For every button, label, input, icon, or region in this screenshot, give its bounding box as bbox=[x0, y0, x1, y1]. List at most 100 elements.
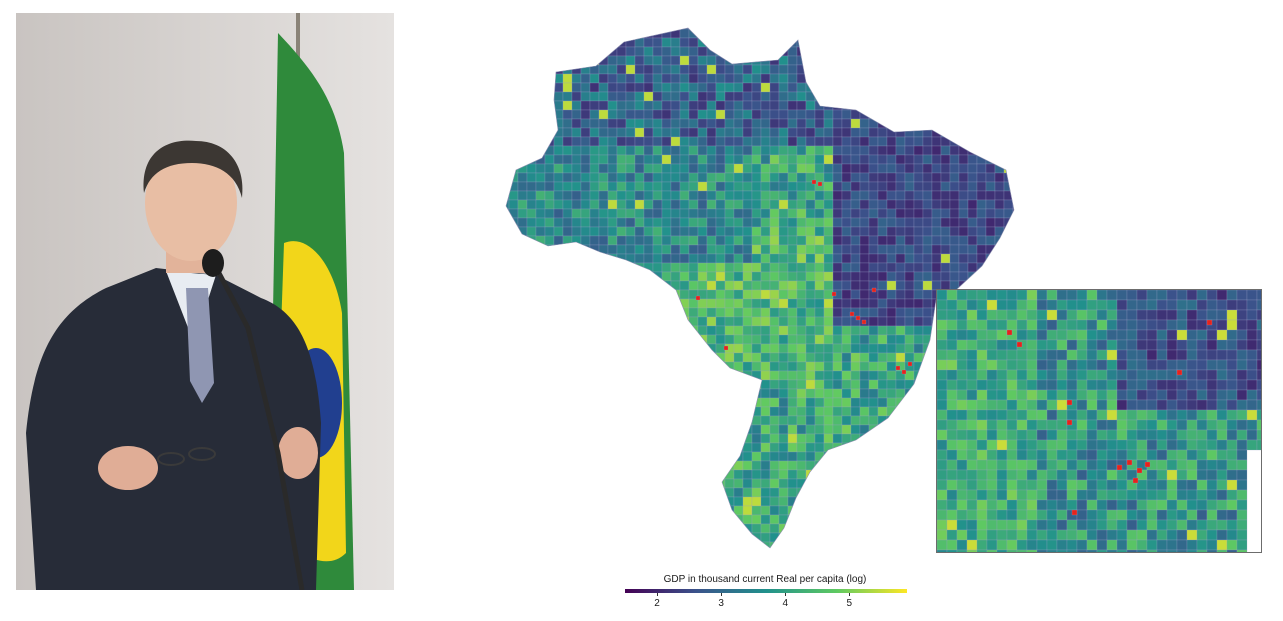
inset-municipality-cell bbox=[1066, 439, 1078, 451]
municipality-cell bbox=[796, 496, 807, 507]
municipality-cell bbox=[823, 145, 834, 156]
inset-municipality-cell bbox=[1136, 519, 1148, 531]
municipality-cell bbox=[634, 82, 645, 93]
municipality-cell bbox=[508, 136, 519, 147]
municipality-cell bbox=[742, 235, 753, 246]
municipality-cell bbox=[868, 262, 879, 273]
municipality-cell bbox=[796, 478, 807, 489]
municipality-cell bbox=[958, 253, 969, 264]
municipality-cell bbox=[724, 235, 735, 246]
municipality-cell bbox=[1003, 253, 1014, 264]
inset-municipality-cell bbox=[1056, 539, 1068, 551]
inset-municipality-cell bbox=[976, 449, 988, 461]
municipality-cell bbox=[733, 253, 744, 264]
municipality-cell bbox=[868, 28, 879, 30]
inset-municipality-cell bbox=[1106, 349, 1118, 361]
inset-municipality-cell bbox=[956, 379, 968, 391]
municipality-cell bbox=[949, 37, 960, 48]
municipality-cell bbox=[580, 271, 591, 282]
municipality-cell bbox=[724, 100, 735, 111]
inset-municipality-cell bbox=[1066, 429, 1078, 441]
municipality-cell bbox=[877, 451, 888, 462]
municipality-cell bbox=[589, 154, 600, 165]
municipality-cell bbox=[715, 172, 726, 183]
highlighted-municipality bbox=[1066, 399, 1073, 406]
municipality-cell bbox=[625, 280, 636, 291]
inset-municipality-cell bbox=[1196, 529, 1208, 541]
inset-municipality-cell bbox=[1176, 309, 1188, 321]
inset-municipality-cell bbox=[1176, 479, 1188, 491]
municipality-cell bbox=[769, 379, 780, 390]
municipality-cell bbox=[976, 235, 987, 246]
inset-municipality-cell bbox=[1086, 549, 1098, 552]
municipality-cell bbox=[832, 73, 843, 84]
municipality-cell bbox=[526, 37, 537, 48]
municipality-cell bbox=[643, 181, 654, 192]
municipality-cell bbox=[589, 28, 600, 30]
municipality-cell bbox=[589, 190, 600, 201]
municipality-cell bbox=[751, 496, 762, 507]
municipality-cell bbox=[661, 82, 672, 93]
municipality-cell bbox=[769, 271, 780, 282]
municipality-cell bbox=[506, 523, 510, 534]
municipality-cell bbox=[751, 262, 762, 273]
municipality-cell bbox=[553, 55, 564, 66]
municipality-cell bbox=[769, 262, 780, 273]
municipality-cell bbox=[913, 118, 924, 129]
inset-municipality-cell bbox=[1006, 459, 1018, 471]
municipality-cell bbox=[806, 551, 815, 560]
municipality-cell bbox=[589, 118, 600, 129]
inset-municipality-cell bbox=[1256, 389, 1261, 401]
inset-municipality-cell bbox=[1176, 429, 1188, 441]
municipality-cell bbox=[922, 181, 933, 192]
inset-municipality-cell bbox=[1206, 429, 1218, 441]
municipality-cell bbox=[877, 28, 888, 30]
inset-municipality-cell bbox=[1006, 359, 1018, 371]
inset-municipality-cell bbox=[1056, 429, 1068, 441]
inset-municipality-cell bbox=[1246, 349, 1258, 361]
municipality-cell bbox=[661, 109, 672, 120]
inset-municipality-cell bbox=[986, 449, 998, 461]
municipality-cell bbox=[679, 460, 690, 471]
inset-municipality-cell bbox=[996, 529, 1008, 541]
municipality-cell bbox=[535, 73, 546, 84]
municipality-cell bbox=[670, 370, 681, 381]
municipality-cell bbox=[553, 307, 564, 318]
municipality-cell bbox=[913, 28, 924, 30]
municipality-cell bbox=[506, 298, 510, 309]
inset-municipality-cell bbox=[1096, 290, 1108, 301]
inset-municipality-cell bbox=[1166, 379, 1178, 391]
municipality-cell bbox=[517, 82, 528, 93]
inset-municipality-cell bbox=[1176, 499, 1188, 511]
inset-municipality-cell bbox=[1156, 309, 1168, 321]
municipality-cell bbox=[949, 46, 960, 57]
municipality-cell bbox=[760, 451, 771, 462]
municipality-cell bbox=[517, 217, 528, 228]
municipality-cell bbox=[760, 28, 771, 30]
inset-municipality-cell bbox=[1036, 529, 1048, 541]
inset-municipality-cell bbox=[1076, 290, 1088, 301]
municipality-cell bbox=[778, 532, 789, 543]
inset-municipality-cell bbox=[1016, 479, 1028, 491]
inset-municipality-cell bbox=[1146, 359, 1158, 371]
inset-municipality-cell bbox=[1106, 369, 1118, 381]
municipality-cell bbox=[580, 352, 591, 363]
municipality-cell bbox=[506, 541, 510, 548]
municipality-cell bbox=[913, 154, 924, 165]
municipality-cell bbox=[868, 298, 879, 309]
municipality-cell bbox=[715, 442, 726, 453]
municipality-cell bbox=[634, 379, 645, 390]
municipality-cell bbox=[841, 280, 852, 291]
municipality-cell bbox=[526, 91, 537, 102]
municipality-cell bbox=[841, 289, 852, 300]
inset-municipality-cell bbox=[1246, 329, 1258, 341]
municipality-cell bbox=[526, 244, 537, 255]
municipality-cell bbox=[706, 496, 717, 507]
inset-municipality-cell bbox=[1256, 419, 1261, 431]
municipality-cell bbox=[715, 28, 726, 30]
inset-municipality-cell bbox=[1206, 489, 1218, 501]
municipality-cell bbox=[643, 73, 654, 84]
municipality-cell bbox=[580, 469, 591, 480]
municipality-cell bbox=[535, 64, 546, 75]
municipality-cell bbox=[535, 235, 546, 246]
